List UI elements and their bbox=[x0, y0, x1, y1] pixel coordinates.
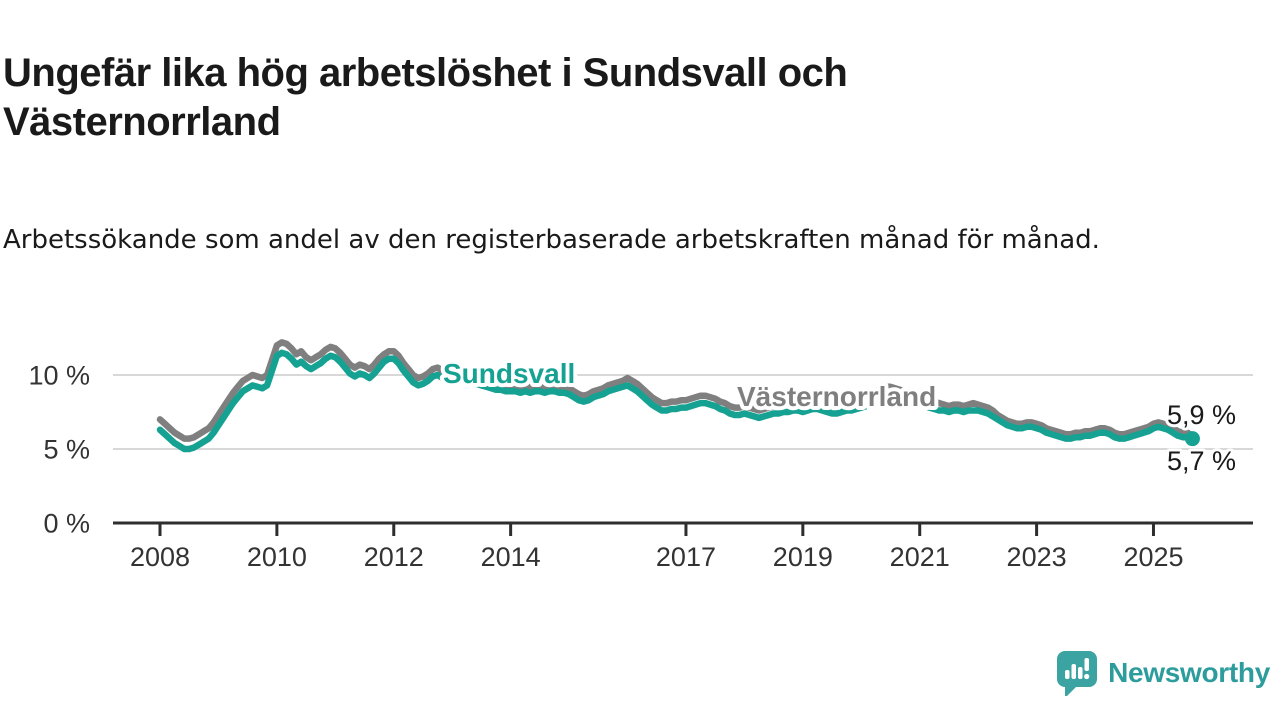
bar-chart-glyph bbox=[1065, 658, 1090, 680]
newsworthy-brand-name: Newsworthy bbox=[1108, 657, 1270, 688]
chart-subtitle: Arbetssökande som andel av den registerb… bbox=[3, 225, 1100, 255]
y-tick-label: 0 % bbox=[43, 509, 90, 539]
series-label-sundsvall: Sundsvall bbox=[443, 358, 575, 389]
x-tick-label: 2019 bbox=[773, 542, 833, 572]
newsworthy-logo: Newsworthy bbox=[1056, 650, 1270, 696]
end-value-label-sundsvall: 5,7 % bbox=[1167, 446, 1236, 476]
page-title: Ungefär lika hög arbetslöshet i Sundsval… bbox=[3, 50, 848, 144]
series-label-västernorrland: Västernorrland bbox=[737, 381, 936, 412]
x-tick-label: 2023 bbox=[1007, 542, 1067, 572]
x-tick-label: 2025 bbox=[1123, 542, 1183, 572]
y-tick-label: 10 % bbox=[28, 361, 90, 391]
x-tick-label: 2008 bbox=[130, 542, 190, 572]
x-tick-label: 2014 bbox=[481, 542, 541, 572]
x-tick-label: 2010 bbox=[247, 542, 307, 572]
speech-bubble-shape bbox=[1057, 651, 1098, 696]
x-tick-label: 2012 bbox=[364, 542, 424, 572]
x-tick-label: 2017 bbox=[656, 542, 716, 572]
x-tick-label: 2021 bbox=[890, 542, 950, 572]
end-value-label-västernorrland: 5,9 % bbox=[1167, 400, 1236, 430]
series-line-västernorrland bbox=[156, 339, 1196, 442]
newsworthy-logo-icon bbox=[1057, 651, 1098, 696]
y-tick-label: 5 % bbox=[43, 435, 90, 465]
series-end-dot-sundsvall bbox=[1184, 431, 1200, 447]
series-line-sundsvall bbox=[156, 349, 1196, 453]
